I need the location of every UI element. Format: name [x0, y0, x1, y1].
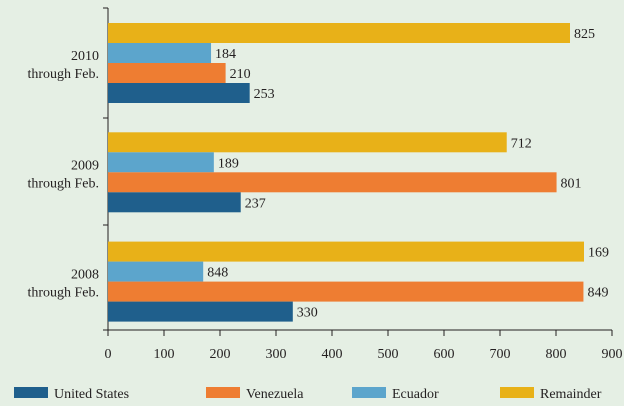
- x-tick-label: 0: [105, 347, 112, 362]
- x-tick-label: 100: [154, 347, 175, 362]
- x-tick-label: 900: [602, 347, 623, 362]
- legend-label: Venezuela: [246, 387, 304, 402]
- legend: United States Venezuela Ecuador Remainder: [14, 387, 602, 402]
- category-label-line: 2008: [71, 268, 99, 283]
- bar-united-states: [108, 192, 241, 213]
- bar-venezuela: [108, 172, 557, 193]
- category-label-line: through Feb.: [27, 286, 99, 301]
- data-label: 712: [511, 136, 532, 151]
- data-label: 210: [230, 67, 251, 82]
- y-category-ticks: [103, 7, 108, 331]
- data-label: 184: [215, 47, 236, 62]
- bar-ecuador: [108, 152, 214, 173]
- bar-united-states: [108, 301, 293, 322]
- x-axis-ticks: 0 100 200 300 400 500 600 700 800 900: [105, 330, 623, 362]
- category-label-line: through Feb.: [27, 176, 99, 191]
- data-label: 253: [254, 87, 275, 102]
- legend-swatch: [500, 387, 534, 398]
- category-label: 2009 through Feb.: [27, 158, 99, 191]
- data-label: 825: [574, 27, 595, 42]
- bar-united-states: [108, 83, 250, 103]
- x-tick-label: 700: [490, 347, 511, 362]
- category-label-line: 2009: [71, 158, 99, 173]
- category-label-line: 2010: [71, 49, 99, 64]
- data-label: 189: [218, 156, 239, 171]
- legend-swatch: [14, 387, 48, 398]
- bar-ecuador: [108, 43, 212, 63]
- data-label: 237: [245, 196, 266, 211]
- category-label: 2010 through Feb.: [27, 49, 99, 82]
- data-label: 848: [207, 266, 228, 281]
- data-label: 330: [297, 306, 318, 321]
- x-tick-label: 600: [434, 347, 455, 362]
- x-tick-label: 200: [210, 347, 231, 362]
- category-label-line: through Feb.: [27, 67, 99, 82]
- x-tick-label: 800: [546, 347, 567, 362]
- legend-swatch: [206, 387, 240, 398]
- bar-remainder: [108, 241, 584, 262]
- x-tick-label: 500: [378, 347, 399, 362]
- x-tick-label: 300: [266, 347, 287, 362]
- bar-remainder: [108, 132, 507, 153]
- bar-ecuador: [108, 261, 204, 282]
- bar-remainder: [108, 23, 570, 43]
- legend-label: United States: [54, 387, 129, 402]
- bars: [108, 23, 584, 322]
- bar-venezuela: [108, 281, 584, 302]
- legend-label: Remainder: [540, 387, 602, 402]
- category-label: 2008 through Feb.: [27, 268, 99, 301]
- data-label: 801: [561, 176, 582, 191]
- data-label: 849: [587, 286, 608, 301]
- x-tick-label: 400: [322, 347, 343, 362]
- bar-venezuela: [108, 63, 226, 83]
- legend-swatch: [352, 387, 386, 398]
- data-label: 169: [588, 246, 609, 261]
- category-labels: 2010 through Feb. 2009 through Feb. 2008 thro…: [27, 49, 99, 301]
- legend-label: Ecuador: [392, 387, 439, 402]
